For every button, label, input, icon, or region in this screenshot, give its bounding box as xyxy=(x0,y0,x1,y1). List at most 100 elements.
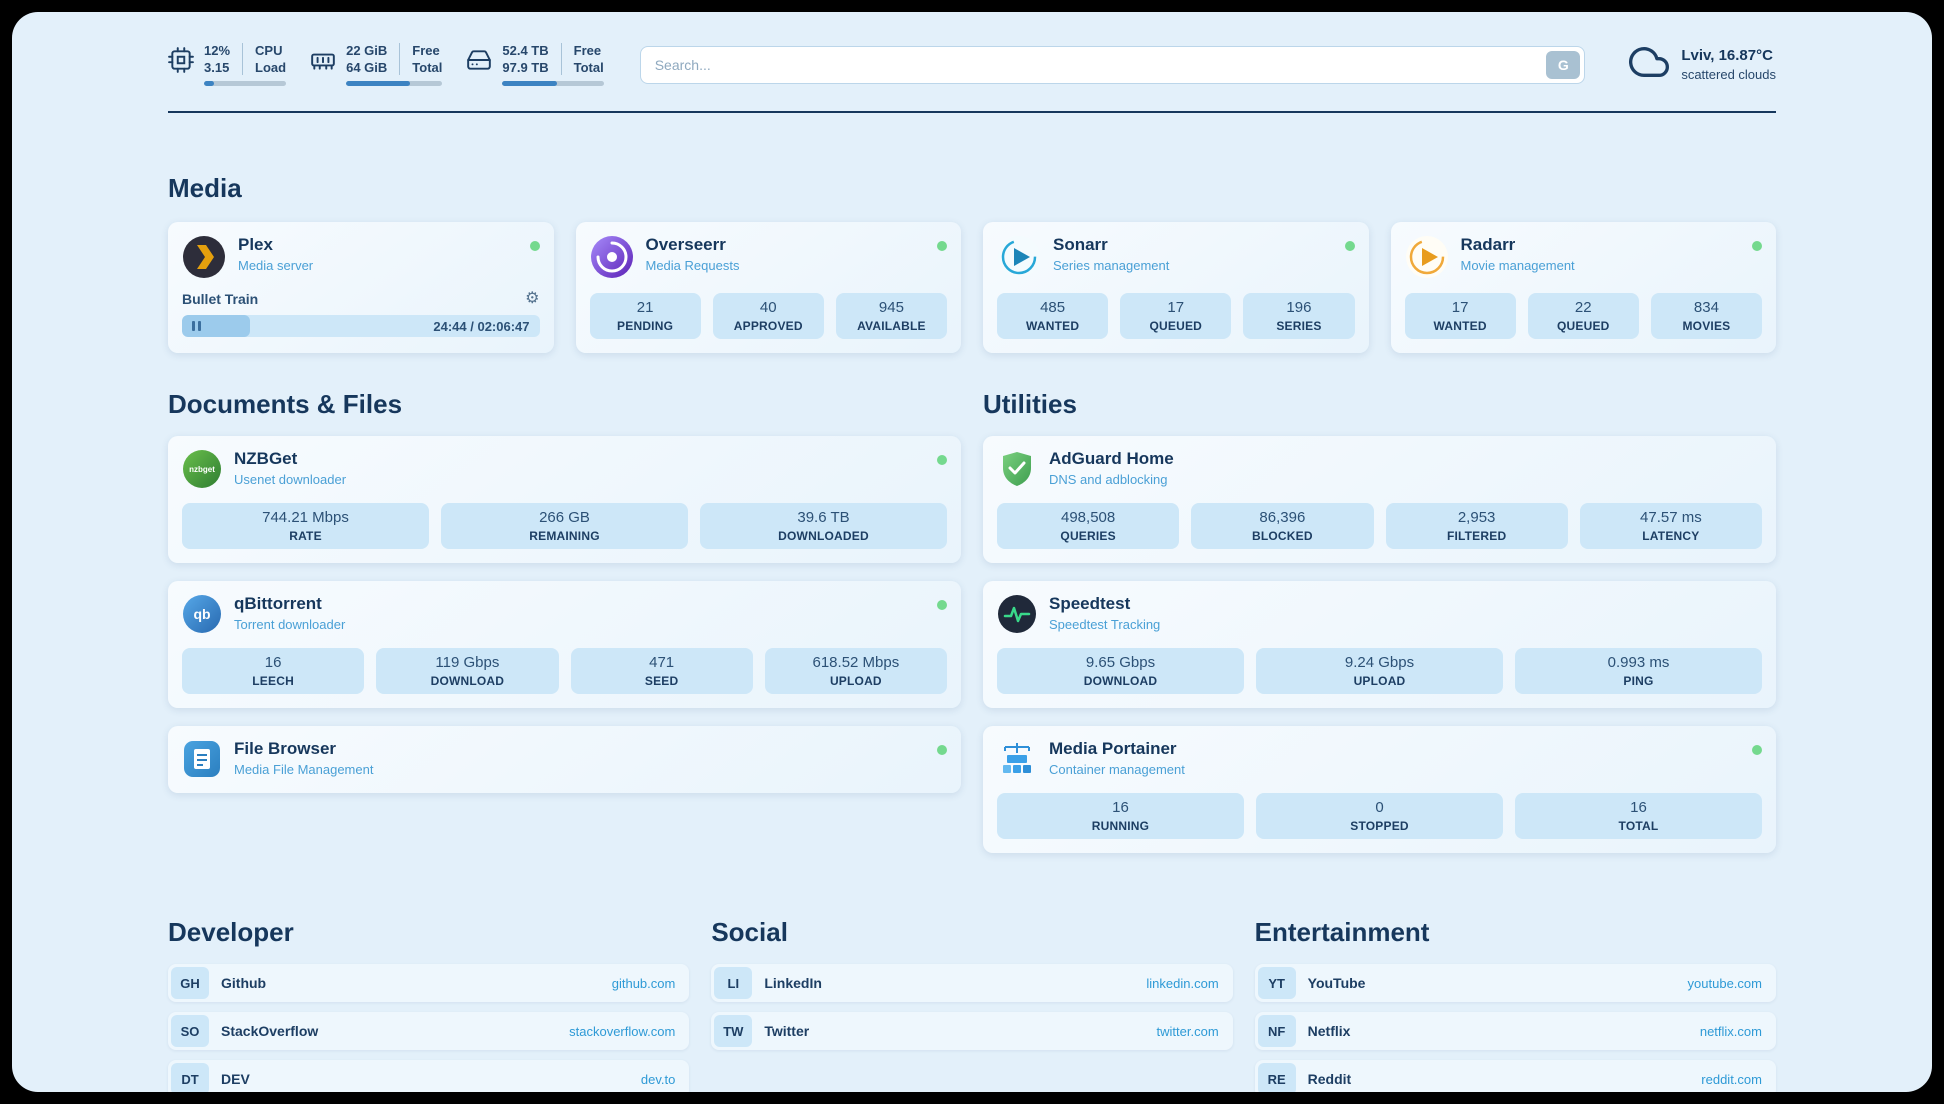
bookmark-name: Reddit xyxy=(1307,1071,1352,1087)
stackoverflow-icon: SO xyxy=(171,1015,209,1047)
playback-time: 24:44 / 02:06:47 xyxy=(433,318,530,334)
adguard-icon xyxy=(997,449,1037,489)
speedtest-card[interactable]: Speedtest Speedtest Tracking 9.65 Gbps D… xyxy=(983,581,1776,708)
stat-wanted: 17 WANTED xyxy=(1404,293,1516,339)
section-title-developer: Developer xyxy=(168,917,294,947)
stat-rate: 744.21 Mbps RATE xyxy=(182,503,429,549)
overseerr-icon xyxy=(590,235,634,279)
stat-total: 16 TOTAL xyxy=(1515,793,1762,839)
ram-free-label: Free xyxy=(412,43,440,58)
system-stats: 12% 3.15 CPU Load xyxy=(168,43,604,86)
ram-widget: 22 GiB 64 GiB Free Total xyxy=(310,43,443,86)
radarr-card[interactable]: Radarr Movie management 17 WANTED 22 QUE… xyxy=(1390,222,1776,353)
section-documents: Documents & Files nzbget xyxy=(168,389,961,853)
plex-card[interactable]: Plex Media server Bullet Train ⚙ 24:44 xyxy=(168,222,554,353)
stat-download: 9.65 Gbps DOWNLOAD xyxy=(997,648,1244,694)
service-subtitle: Media server xyxy=(238,258,314,273)
dev-icon: DT xyxy=(171,1063,209,1092)
stat-stopped: 0 STOPPED xyxy=(1256,793,1503,839)
stat-available: 945 AVAILABLE xyxy=(835,293,948,339)
stat-running: 16 RUNNING xyxy=(997,793,1244,839)
status-dot xyxy=(1344,241,1355,251)
plex-now-playing: Bullet Train ⚙ 24:44 / 02:06:47 xyxy=(182,291,540,337)
ram-total-label: Total xyxy=(412,60,443,75)
stat-leech: 16 LEECH xyxy=(182,648,365,694)
disk-free-label: Free xyxy=(573,43,602,58)
cpu-progressbar xyxy=(204,81,287,86)
stat-downloaded: 39.6 TB DOWNLOADED xyxy=(700,503,947,549)
bookmark-name: LinkedIn xyxy=(764,975,822,991)
disk-icon xyxy=(466,47,492,78)
stat-download: 119 Gbps DOWNLOAD xyxy=(376,648,559,694)
overseerr-card[interactable]: Overseerr Media Requests 21 PENDING 40 A… xyxy=(575,222,961,353)
svg-text:nzbget: nzbget xyxy=(189,465,215,474)
nzbget-icon: nzbget xyxy=(182,449,222,489)
cpu-usage-value: 12% xyxy=(204,43,231,58)
stat-pending: 21 PENDING xyxy=(589,293,701,339)
section-utilities: Utilities xyxy=(983,389,1776,853)
section-social: Social LI LinkedIn linkedin.com TW Twitt… xyxy=(711,917,1233,1092)
adguard-card[interactable]: AdGuard Home DNS and adblocking 498,508 … xyxy=(983,436,1776,563)
stat-queries: 498,508 QUERIES xyxy=(997,503,1180,549)
qbittorrent-card[interactable]: qb qBittorrent Torrent downloader 16 LEE… xyxy=(168,581,961,708)
bookmark-reddit[interactable]: RE Reddit reddit.com xyxy=(1254,1060,1776,1092)
service-name: Speedtest xyxy=(1049,594,1131,613)
service-name: Overseerr xyxy=(645,235,726,254)
service-name: File Browser xyxy=(234,739,337,758)
bookmark-url: reddit.com xyxy=(1701,1071,1762,1087)
bookmark-youtube[interactable]: YT YouTube youtube.com xyxy=(1254,964,1776,1002)
youtube-icon: YT xyxy=(1257,967,1296,999)
cloud-icon xyxy=(1629,42,1670,87)
plex-icon xyxy=(182,235,226,279)
stat-latency: 47.57 ms LATENCY xyxy=(1579,503,1762,549)
section-media: Media Plex Media server xyxy=(168,173,1776,353)
bookmark-url: github.com xyxy=(611,975,676,991)
nzbget-card[interactable]: nzbget NZBGet Usenet downloader 744.21 M… xyxy=(168,436,961,563)
bookmark-name: Github xyxy=(221,975,267,991)
bookmark-url: twitter.com xyxy=(1156,1023,1219,1039)
search-bar: G xyxy=(639,45,1586,84)
dashboard-frame: 12% 3.15 CPU Load xyxy=(12,12,1932,1092)
google-search-button[interactable]: G xyxy=(1546,50,1581,79)
bookmark-url: dev.to xyxy=(640,1071,676,1087)
top-bar: 12% 3.15 CPU Load xyxy=(168,42,1776,87)
bookmark-twitter[interactable]: TW Twitter twitter.com xyxy=(711,1012,1233,1050)
filebrowser-card[interactable]: File Browser Media File Management xyxy=(168,726,961,793)
service-name: Plex xyxy=(238,235,273,254)
status-dot xyxy=(937,241,947,251)
section-title-documents: Documents & Files xyxy=(168,389,403,419)
disk-progressbar xyxy=(502,81,604,86)
netflix-icon: NF xyxy=(1257,1015,1296,1047)
bookmark-github[interactable]: GH Github github.com xyxy=(168,964,690,1002)
bookmark-url: youtube.com xyxy=(1687,975,1762,991)
stat-blocked: 86,396 BLOCKED xyxy=(1191,503,1374,549)
linkedin-icon: LI xyxy=(714,967,753,999)
disk-free-value: 52.4 TB xyxy=(502,43,549,58)
bookmark-dev[interactable]: DT DEV dev.to xyxy=(168,1060,690,1092)
status-dot xyxy=(529,241,540,251)
sonarr-card[interactable]: Sonarr Series management 485 WANTED 17 Q… xyxy=(983,222,1369,353)
stat-seed: 471 SEED xyxy=(570,648,753,694)
bookmark-linkedin[interactable]: LI LinkedIn linkedin.com xyxy=(711,964,1233,1002)
service-subtitle: Usenet downloader xyxy=(234,472,347,487)
service-subtitle: Movie management xyxy=(1460,258,1575,273)
stat-ping: 0.993 ms PING xyxy=(1515,648,1762,694)
ram-total-value: 64 GiB xyxy=(346,60,388,75)
status-dot xyxy=(937,600,947,610)
bookmark-name: Netflix xyxy=(1307,1023,1351,1039)
cpu-usage-label: CPU xyxy=(255,43,283,58)
bookmark-name: StackOverflow xyxy=(221,1023,319,1039)
stat-movies: 834 MOVIES xyxy=(1650,293,1763,339)
gear-icon[interactable]: ⚙ xyxy=(525,290,540,307)
bookmark-url: netflix.com xyxy=(1699,1023,1762,1039)
bookmark-stackoverflow[interactable]: SO StackOverflow stackoverflow.com xyxy=(168,1012,690,1050)
dashboard-content: 12% 3.15 CPU Load xyxy=(168,12,1776,1092)
stat-queued: 22 QUEUED xyxy=(1527,293,1639,339)
bookmark-netflix[interactable]: NF Netflix netflix.com xyxy=(1254,1012,1776,1050)
radarr-icon xyxy=(1405,235,1449,279)
portainer-card[interactable]: Media Portainer Container management 16 … xyxy=(983,726,1776,853)
twitter-icon: TW xyxy=(714,1015,753,1047)
qbittorrent-icon: qb xyxy=(182,594,222,634)
bookmark-url: linkedin.com xyxy=(1146,975,1219,991)
search-input[interactable] xyxy=(639,45,1586,84)
